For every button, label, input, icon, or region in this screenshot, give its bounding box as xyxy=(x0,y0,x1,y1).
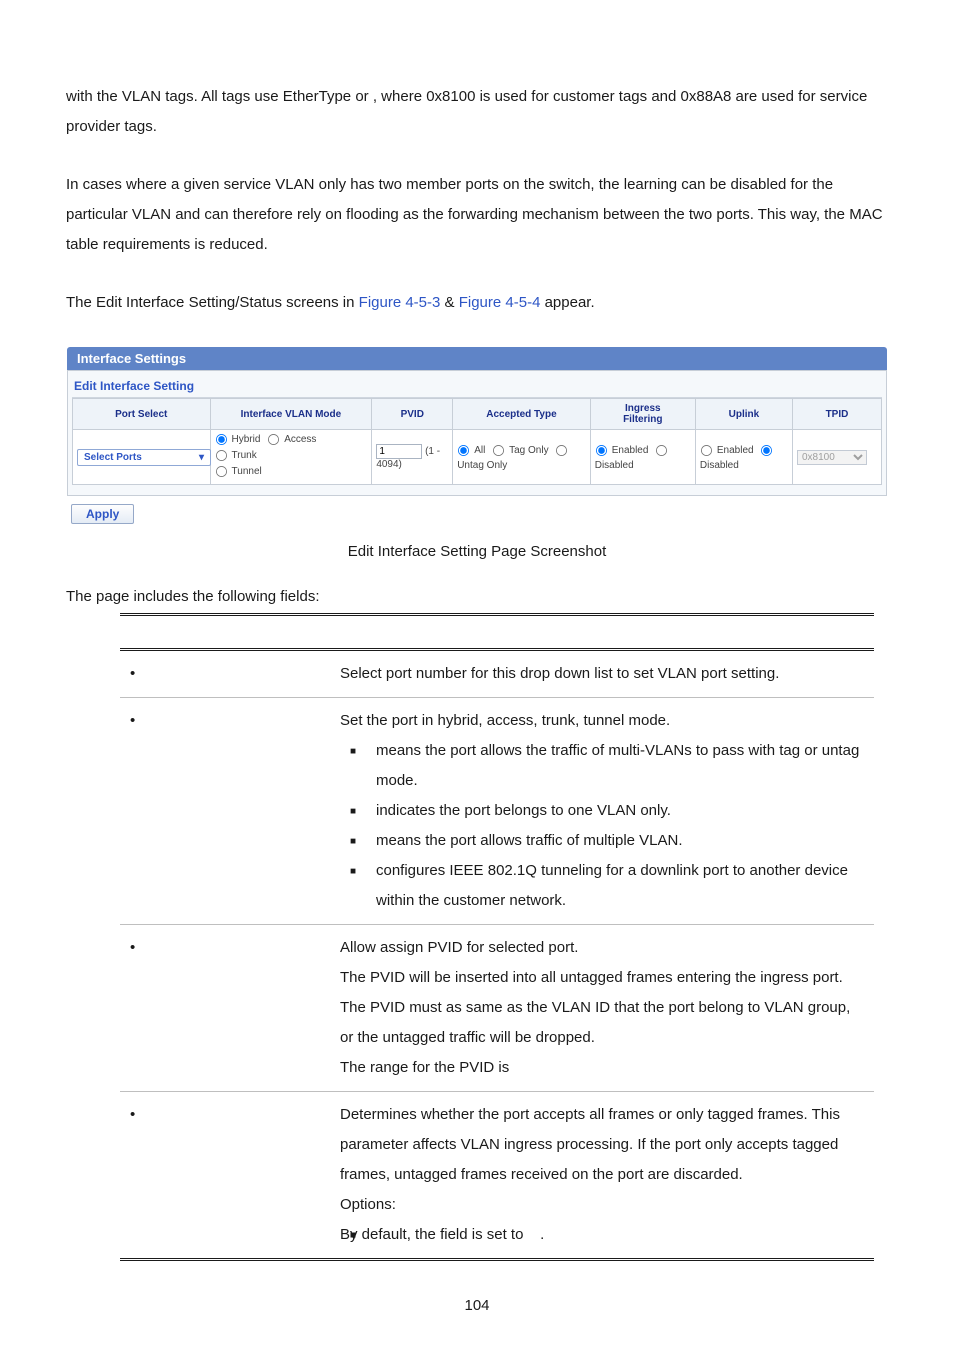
paragraph-ethertype: with the VLAN tags. All tags use EtherTy… xyxy=(66,82,888,142)
figure-link-4-5-3[interactable]: Figure 4-5-3 xyxy=(359,294,441,311)
mode-tunnel-radio[interactable] xyxy=(215,466,226,477)
settings-row: Select Ports ▾ Hybrid Access Trunk Tunne… xyxy=(73,430,882,485)
fields-col-object xyxy=(120,615,330,650)
accepted-untag-label: Untag Only xyxy=(457,460,507,471)
col-port-select: Port Select xyxy=(73,399,211,430)
fields-row-port-select: Select port number for this drop down li… xyxy=(120,650,874,698)
figure-link-4-5-4[interactable]: Figure 4-5-4 xyxy=(459,294,541,311)
accepted-all-radio[interactable] xyxy=(458,444,469,455)
col-tpid: TPID xyxy=(792,399,881,430)
paragraph-figures: The Edit Interface Setting/Status screen… xyxy=(66,288,888,318)
uplink-enabled-radio[interactable] xyxy=(701,444,712,455)
fields-table: Select port number for this drop down li… xyxy=(120,613,874,1261)
object-description: Allow assign PVID for selected port. The… xyxy=(330,925,874,1092)
settings-table: Port Select Interface VLAN Mode PVID Acc… xyxy=(72,398,882,485)
page-number: 104 xyxy=(0,1297,954,1314)
accepted-untag-radio[interactable] xyxy=(556,444,567,455)
fields-row-vlan-mode: Set the port in hybrid, access, trunk, t… xyxy=(120,698,874,925)
ingress-disabled-radio[interactable] xyxy=(656,444,667,455)
mode-hybrid-radio[interactable] xyxy=(215,434,226,445)
col-pvid: PVID xyxy=(372,399,453,430)
text: The Edit Interface Setting/Status screen… xyxy=(66,294,359,311)
select-ports-dropdown[interactable]: Select Ports ▾ xyxy=(77,449,211,466)
panel-title: Interface Settings xyxy=(67,347,887,370)
fields-row-accepted-type: Determines whether the port accepts all … xyxy=(120,1092,874,1260)
ingress-enabled-radio[interactable] xyxy=(596,444,607,455)
apply-button[interactable]: Apply xyxy=(71,504,134,524)
chevron-down-icon: ▾ xyxy=(199,452,204,463)
paragraph-learning: In cases where a given service VLAN only… xyxy=(66,170,888,260)
uplink-disabled-radio[interactable] xyxy=(761,444,772,455)
accepted-tag-radio[interactable] xyxy=(493,444,504,455)
section-title: Edit Interface Setting xyxy=(72,377,882,398)
uplink-disabled-label: Disabled xyxy=(700,460,739,471)
col-vlan-mode: Interface VLAN Mode xyxy=(210,399,372,430)
figure-caption: Edit Interface Setting Page Screenshot xyxy=(0,543,954,560)
fields-intro: The page includes the following fields: xyxy=(0,588,954,605)
mode-trunk-radio[interactable] xyxy=(215,450,226,461)
mode-access-radio[interactable] xyxy=(268,434,279,445)
object-description: Select port number for this drop down li… xyxy=(330,650,874,698)
col-uplink: Uplink xyxy=(695,399,792,430)
object-description: Determines whether the port accepts all … xyxy=(330,1092,874,1260)
text: with the VLAN tags. All tags use EtherTy… xyxy=(66,88,355,105)
col-accepted-type: Accepted Type xyxy=(453,399,591,430)
pvid-input[interactable] xyxy=(376,444,422,459)
text: appear. xyxy=(545,294,595,311)
ingress-disabled-label: Disabled xyxy=(595,460,634,471)
select-ports-label: Select Ports xyxy=(84,452,142,463)
tpid-select[interactable]: 0x8100 xyxy=(797,450,867,465)
text: or xyxy=(355,88,373,105)
interface-settings-screenshot: Interface Settings Edit Interface Settin… xyxy=(66,346,888,525)
fields-col-description xyxy=(330,615,874,650)
text: & xyxy=(445,294,459,311)
object-description: Set the port in hybrid, access, trunk, t… xyxy=(330,698,874,925)
col-ingress: IngressFiltering xyxy=(590,399,695,430)
fields-row-pvid: Allow assign PVID for selected port. The… xyxy=(120,925,874,1092)
